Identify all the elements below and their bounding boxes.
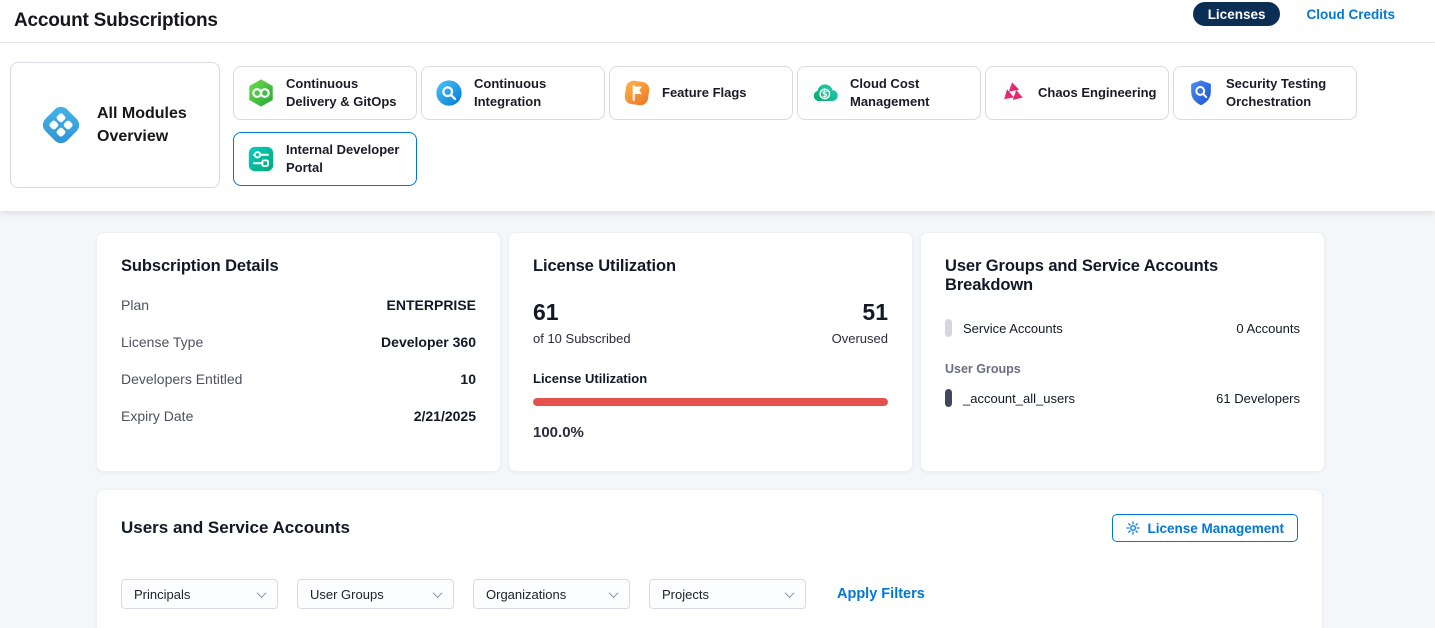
utilization-progress-fill [533, 398, 888, 406]
license-utilization-title: License Utilization [533, 257, 676, 275]
subscription-row-developers-entitled: Developers Entitled 10 [121, 371, 476, 387]
tab-licenses[interactable]: Licenses [1192, 2, 1281, 26]
all-modules-overview-card[interactable]: All Modules Overview [10, 62, 220, 188]
all-modules-icon [38, 102, 84, 148]
used-block: 61 of 10 Subscribed [533, 299, 631, 346]
subscription-row-license-type: License Type Developer 360 [121, 334, 476, 350]
license-management-button[interactable]: License Management [1112, 514, 1298, 542]
service-accounts-value: 0 Accounts [1236, 320, 1300, 336]
user-groups-filter-dropdown[interactable]: User Groups [297, 579, 454, 609]
sto-icon [1186, 78, 1216, 108]
page-title: Account Subscriptions [14, 10, 218, 31]
svg-text:$: $ [822, 89, 828, 99]
service-accounts-marker [945, 319, 952, 337]
used-caption: of 10 Subscribed [533, 331, 631, 346]
utilization-progress-bar [533, 398, 888, 406]
filter-label: Principals [134, 586, 191, 602]
filters-row: Principals User Groups Organizations Pro… [121, 579, 1298, 609]
apply-filters-link[interactable]: Apply Filters [837, 586, 925, 602]
module-card-chaos[interactable]: Chaos Engineering [985, 66, 1169, 120]
chevron-down-icon [608, 587, 619, 598]
tab-cloud-credits[interactable]: Cloud Credits [1306, 6, 1395, 22]
subscription-details-title: Subscription Details [121, 257, 279, 275]
row-label: Expiry Date [121, 408, 194, 424]
gear-icon [1126, 521, 1141, 535]
row-value: 10 [460, 371, 476, 387]
principals-filter-dropdown[interactable]: Principals [121, 579, 278, 609]
projects-filter-dropdown[interactable]: Projects [649, 579, 806, 609]
chevron-down-icon [256, 587, 267, 598]
module-cards: Continuous Delivery & GitOps Continuous … [233, 66, 1425, 188]
row-label: License Type [121, 334, 204, 350]
subscription-row-expiry-date: Expiry Date 2/21/2025 [121, 408, 476, 424]
overused-block: 51 Overused [832, 299, 888, 346]
cd-gitops-icon [246, 78, 276, 108]
subscription-row-plan: Plan ENTERPRISE [121, 297, 476, 313]
module-bar: All Modules Overview Continuous Delivery… [0, 43, 1435, 211]
user-group-label: _account_all_users [963, 390, 1076, 406]
users-section-title: Users and Service Accounts [121, 518, 350, 537]
ccm-icon: $ [810, 78, 840, 108]
license-management-label: License Management [1147, 520, 1284, 536]
user-group-row: _account_all_users 61 Developers [945, 389, 1300, 407]
overused-count: 51 [862, 299, 888, 325]
breakdown-title: User Groups and Service Accounts Breakdo… [945, 257, 1219, 294]
module-card-cd-gitops[interactable]: Continuous Delivery & GitOps [233, 66, 417, 120]
chevron-down-icon [784, 587, 795, 598]
chevron-down-icon [432, 587, 443, 598]
filter-label: User Groups [310, 586, 384, 602]
utilization-bar-label: License Utilization [533, 371, 648, 386]
user-groups-subheader: User Groups [945, 362, 1021, 376]
breakdown-card: User Groups and Service Accounts Breakdo… [920, 232, 1325, 472]
row-value: ENTERPRISE [386, 297, 476, 313]
module-label: Security Testing Orchestration [1226, 76, 1327, 109]
users-section-header: Users and Service Accounts License Manag… [121, 514, 1298, 542]
row-value: 2/21/2025 [413, 408, 476, 424]
row-label: Developers Entitled [121, 371, 243, 387]
utilization-numbers: 61 of 10 Subscribed 51 Overused [533, 299, 888, 346]
filter-label: Organizations [486, 586, 567, 602]
module-label: Internal Developer Portal [286, 142, 400, 175]
module-card-ccm[interactable]: $ Cloud Cost Management [797, 66, 981, 120]
feature-flags-icon [622, 78, 652, 108]
filter-label: Projects [662, 586, 709, 602]
subscription-details-card: Subscription Details Plan ENTERPRISE Lic… [96, 232, 501, 472]
license-utilization-card: License Utilization 61 of 10 Subscribed … [508, 232, 913, 472]
user-group-marker [945, 389, 952, 407]
overused-caption: Overused [831, 331, 888, 346]
service-accounts-label: Service Accounts [963, 320, 1063, 336]
stats-row: Subscription Details Plan ENTERPRISE Lic… [96, 232, 1435, 472]
chaos-icon [998, 78, 1028, 108]
organizations-filter-dropdown[interactable]: Organizations [473, 579, 630, 609]
main-content: Subscription Details Plan ENTERPRISE Lic… [0, 211, 1435, 628]
all-modules-overview-label: All Modules Overview [97, 104, 187, 145]
module-card-idp[interactable]: Internal Developer Portal [233, 132, 417, 186]
utilization-percent: 100.0% [533, 424, 584, 441]
user-group-value: 61 Developers [1216, 390, 1300, 406]
used-count: 61 [533, 299, 559, 325]
top-header: Account Subscriptions Licenses Cloud Cre… [0, 0, 1435, 43]
service-accounts-row: Service Accounts 0 Accounts [945, 319, 1300, 337]
module-card-ci[interactable]: Continuous Integration [421, 66, 605, 120]
module-card-sto[interactable]: Security Testing Orchestration [1173, 66, 1357, 120]
module-card-feature-flags[interactable]: Feature Flags [609, 66, 793, 120]
module-label: Cloud Cost Management [850, 76, 930, 109]
module-label: Chaos Engineering [1038, 85, 1157, 101]
module-label: Continuous Delivery & GitOps [286, 76, 397, 109]
row-value: Developer 360 [381, 334, 476, 350]
users-service-accounts-card: Users and Service Accounts License Manag… [96, 489, 1323, 628]
row-label: Plan [121, 297, 150, 313]
header-tabs: Licenses Cloud Credits [1192, 2, 1395, 26]
ci-icon [434, 78, 464, 108]
module-label: Continuous Integration [474, 76, 547, 109]
module-label: Feature Flags [662, 85, 747, 101]
idp-icon [246, 144, 276, 174]
